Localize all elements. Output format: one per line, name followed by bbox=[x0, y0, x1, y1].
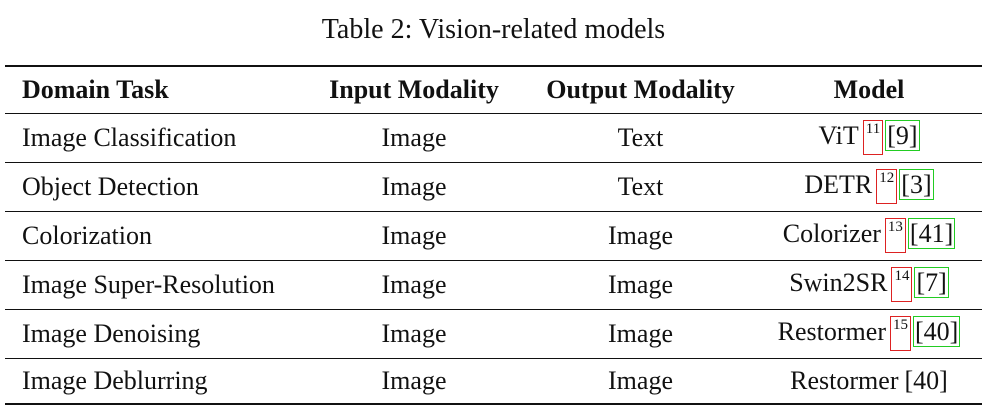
model-cell: Swin2SR 14 [7] bbox=[756, 260, 982, 309]
output-modality-cell: Text bbox=[617, 171, 664, 201]
table-caption: Table 2: Vision-related models bbox=[321, 14, 666, 45]
model-name: Swin2SR bbox=[789, 268, 888, 297]
model-cell: Restormer 15 [40] bbox=[756, 309, 982, 358]
model-name: ViT bbox=[818, 121, 859, 150]
input-modality-cell: Image bbox=[381, 365, 447, 395]
citation-link[interactable]: [7] bbox=[914, 267, 949, 298]
model-name: Restormer bbox=[790, 365, 899, 395]
column-header-output-modality: Output Modality bbox=[525, 66, 756, 114]
model-cell: DETR 12 [3] bbox=[756, 162, 982, 211]
task-cell: Image Super-Resolution bbox=[22, 269, 275, 299]
footnote-link[interactable]: 15 bbox=[889, 316, 911, 351]
citation-link[interactable]: [40] bbox=[912, 316, 961, 347]
footnote-link[interactable]: 13 bbox=[884, 218, 906, 253]
output-modality-cell: Image bbox=[608, 269, 673, 299]
output-modality-cell: Image bbox=[608, 318, 673, 348]
model-cell: ViT 11 [9] bbox=[756, 113, 982, 162]
table-row: Image Classification Image Text ViT 11 [9] bbox=[5, 113, 982, 162]
table-row: Image Super-Resolution Image Image Swin2… bbox=[5, 260, 982, 309]
task-cell: Image Deblurring bbox=[22, 365, 208, 395]
citation-link[interactable]: [41] bbox=[907, 218, 956, 249]
vision-models-table: Domain Task Input Modality Output Modali… bbox=[5, 65, 982, 405]
model-name: Restormer bbox=[777, 317, 886, 346]
input-modality-cell: Image bbox=[381, 318, 447, 348]
table-row: Object Detection Image Text DETR 12 [3] bbox=[5, 162, 982, 211]
input-modality-cell: Image bbox=[381, 122, 447, 152]
output-modality-cell: Text bbox=[617, 122, 664, 152]
citation-text: [40] bbox=[904, 365, 948, 395]
model-cell: Colorizer 13 [41] bbox=[756, 211, 982, 260]
citation-link[interactable]: [9] bbox=[885, 120, 920, 151]
input-modality-cell: Image bbox=[381, 269, 447, 299]
table-row: Colorization Image Image Colorizer 13 [41] bbox=[5, 211, 982, 260]
model-name: Colorizer bbox=[782, 219, 881, 248]
task-cell: Object Detection bbox=[22, 171, 199, 201]
footnote-link[interactable]: 12 bbox=[876, 169, 898, 204]
output-modality-cell: Image bbox=[608, 365, 673, 395]
column-header-domain-task: Domain Task bbox=[5, 66, 303, 114]
task-cell: Image Denoising bbox=[22, 318, 201, 348]
column-header-input-modality: Input Modality bbox=[303, 66, 525, 114]
model-name: DETR bbox=[804, 170, 873, 199]
model-cell: Restormer [40] bbox=[756, 358, 982, 404]
footnote-link[interactable]: 14 bbox=[891, 267, 913, 302]
output-modality-cell: Image bbox=[608, 220, 673, 250]
table-header-row: Domain Task Input Modality Output Modali… bbox=[5, 66, 982, 114]
task-cell: Image Classification bbox=[22, 122, 237, 152]
input-modality-cell: Image bbox=[381, 171, 447, 201]
table-row: Image Denoising Image Image Restormer 15[… bbox=[5, 309, 982, 358]
table-row: Image Deblurring Image Image Restormer [4… bbox=[5, 358, 982, 404]
footnote-link[interactable]: 11 bbox=[862, 120, 884, 155]
task-cell: Colorization bbox=[22, 220, 152, 250]
column-header-model: Model bbox=[756, 66, 982, 114]
input-modality-cell: Image bbox=[381, 220, 447, 250]
citation-link[interactable]: [3] bbox=[899, 169, 934, 200]
